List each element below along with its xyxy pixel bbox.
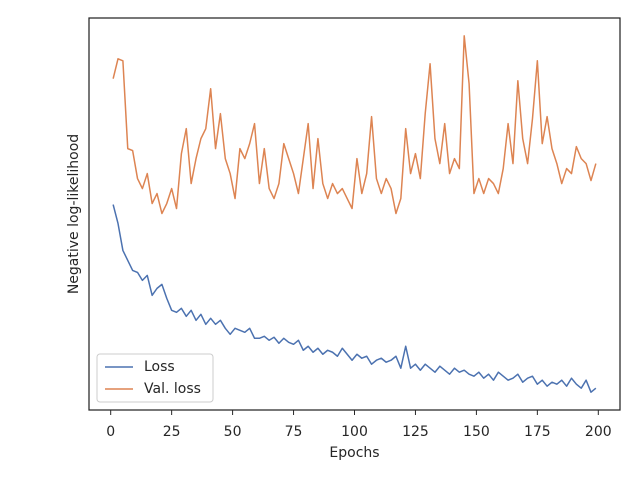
x-tick-label: 0 [106,424,115,440]
x-tick-label: 200 [585,424,612,440]
legend-label: Val. loss [144,381,201,397]
legend: Loss Val. loss [96,353,214,403]
x-axis-label: Epochs [329,445,379,461]
legend-box [96,353,214,403]
x-tick-label: 50 [224,424,242,440]
x-tick-label: 150 [463,424,490,440]
line-series [112,204,597,393]
x-tick-label: 100 [341,424,368,440]
x-tick-label: 75 [285,424,303,440]
x-tick-label: 175 [524,424,551,440]
x-tick-label: 25 [163,424,181,440]
y-axis-label: Negative log-likelihood [66,134,82,294]
line-series [112,35,597,215]
legend-label: Loss [144,359,175,375]
plot-frame [88,17,621,411]
x-tick-label: 125 [402,424,429,440]
